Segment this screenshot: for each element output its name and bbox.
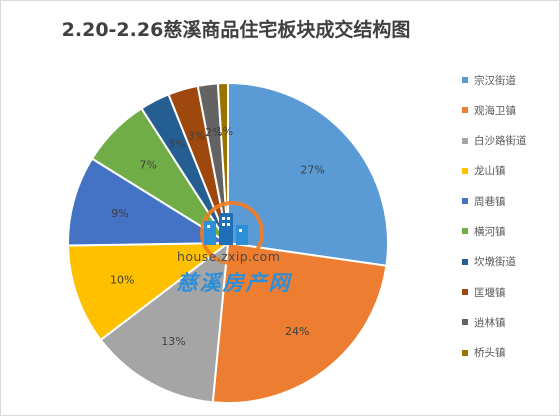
legend-item: 匡堰镇 xyxy=(462,285,527,299)
legend-label: 白沙路街道 xyxy=(474,135,527,148)
pie-slice-2 xyxy=(211,241,388,404)
legend-swatch xyxy=(462,289,468,296)
chart-title: 2.20-2.26慈溪商品住宅板块成交结构图 xyxy=(61,19,411,41)
legend-item: 横河镇 xyxy=(462,224,527,238)
pie-slice-5 xyxy=(67,157,232,247)
legend-item: 桥头镇 xyxy=(462,346,527,360)
pie-data-label-8: 3% xyxy=(188,130,205,143)
watermark-name: 慈溪房产网 xyxy=(176,271,292,295)
legend-label: 桥头镇 xyxy=(474,347,506,360)
pie-data-label-6: 7% xyxy=(139,158,156,171)
legend-swatch xyxy=(462,77,468,83)
legend-swatch xyxy=(462,137,468,144)
legend-swatch xyxy=(462,258,468,265)
legend-swatch xyxy=(462,349,468,356)
legend-item: 观海卫镇 xyxy=(462,103,527,117)
legend-item: 龙山镇 xyxy=(462,164,527,178)
legend-swatch xyxy=(462,167,468,174)
pie-data-label-2: 24% xyxy=(285,325,309,338)
pie-data-label-9: 2% xyxy=(205,126,222,139)
legend-swatch xyxy=(462,319,468,326)
pie-data-label-7: 3% xyxy=(168,138,185,151)
legend-label: 宗汉街道 xyxy=(474,74,516,87)
legend-label: 逍林镇 xyxy=(474,316,506,329)
pie-slice-3 xyxy=(99,240,230,404)
pie-data-label-3: 13% xyxy=(161,335,185,348)
legend-label: 匡堰镇 xyxy=(474,286,506,299)
legend-swatch xyxy=(462,107,468,114)
building-logo-icon xyxy=(200,201,264,265)
pie-slice-4 xyxy=(67,241,232,342)
watermark-url: house.zxip.com xyxy=(177,249,281,264)
pie-data-label-1: 27% xyxy=(300,164,324,177)
legend-swatch xyxy=(462,198,468,205)
legend-item: 白沙路街道 xyxy=(462,134,527,148)
pie-data-label-10: 1% xyxy=(216,125,233,138)
pie-slice-1 xyxy=(227,81,389,267)
legend-label: 龙山镇 xyxy=(474,165,506,178)
pie-data-labels: 27%24%13%10%9%7%3%3% 2%1% xyxy=(110,125,325,348)
legend-item: 坎墩街道 xyxy=(462,255,527,269)
pie-data-label-4: 10% xyxy=(110,274,134,287)
legend-label: 周巷镇 xyxy=(474,195,506,208)
legend-label: 观海卫镇 xyxy=(474,104,516,117)
legend-item: 宗汉街道 xyxy=(462,73,527,87)
legend-item: 逍林镇 xyxy=(462,315,527,329)
legend-item: 周巷镇 xyxy=(462,194,527,208)
legend-label: 坎墩街道 xyxy=(474,256,516,269)
chart-legend: 宗汉街道观海卫镇白沙路街道龙山镇周巷镇横河镇坎墩街道匡堰镇逍林镇桥头镇 xyxy=(462,73,527,376)
pie-data-label-5: 9% xyxy=(111,207,128,220)
pie-slices xyxy=(67,81,389,404)
legend-label: 横河镇 xyxy=(474,225,506,238)
legend-swatch xyxy=(462,228,468,235)
